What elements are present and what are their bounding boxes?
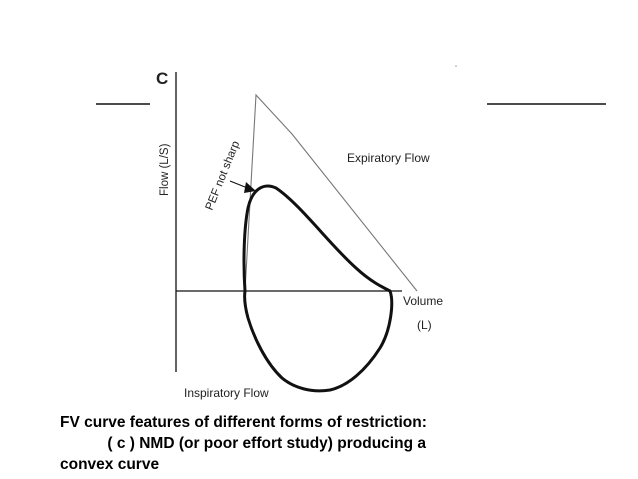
- flow-volume-loop: [242, 184, 394, 393]
- panel-label: C: [156, 69, 168, 88]
- normal-reference-curve: [244, 93, 418, 292]
- inspiratory-flow-label: Inspiratory Flow: [184, 386, 269, 400]
- artifact-dot: [455, 65, 457, 67]
- x-axis-unit: (L): [417, 318, 432, 332]
- caption-line-2: ( c ) NMD (or poor effort study) produci…: [60, 435, 426, 452]
- pef-annotation: PEF not sharp: [204, 139, 243, 212]
- x-axis-label: Volume: [403, 294, 443, 308]
- expiratory-flow-label: Expiratory Flow: [347, 151, 430, 165]
- flow-volume-figure: C Flow (L/S) Volume (L) Expiratory Flow …: [96, 65, 606, 400]
- caption-line-1: FV curve features of different forms of …: [60, 414, 427, 431]
- annotation-arrowhead: [244, 182, 256, 193]
- caption: FV curve features of different forms of …: [60, 412, 620, 475]
- caption-line-3: convex curve: [60, 456, 160, 473]
- y-axis-label: Flow (L/S): [159, 143, 171, 196]
